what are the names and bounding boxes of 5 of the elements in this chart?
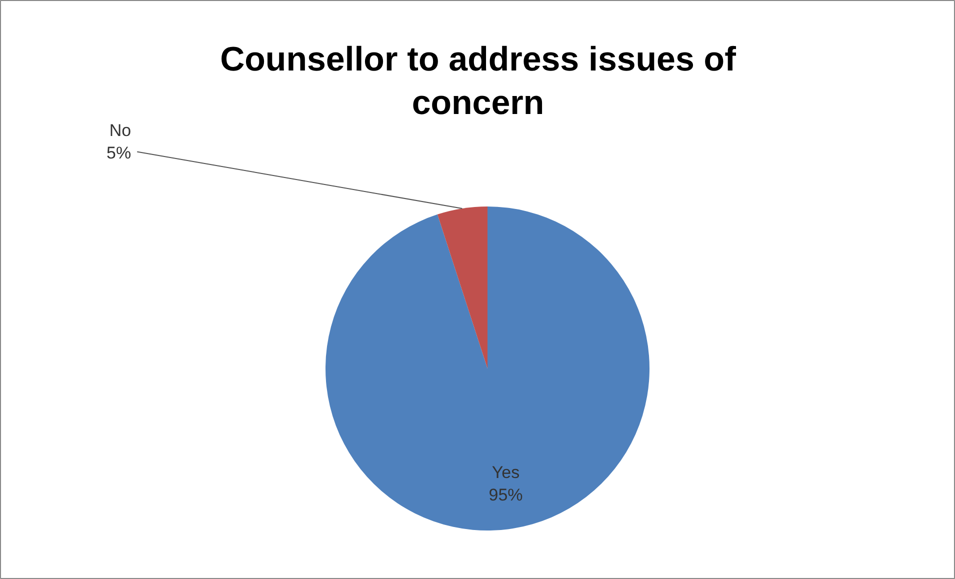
data-label: 5% — [106, 144, 132, 163]
data-label: 95% — [488, 486, 523, 505]
chart-title: Counsellor to address issues of concern — [220, 40, 737, 122]
slice-label: Yes — [492, 462, 520, 482]
slice-label: No — [109, 120, 132, 140]
